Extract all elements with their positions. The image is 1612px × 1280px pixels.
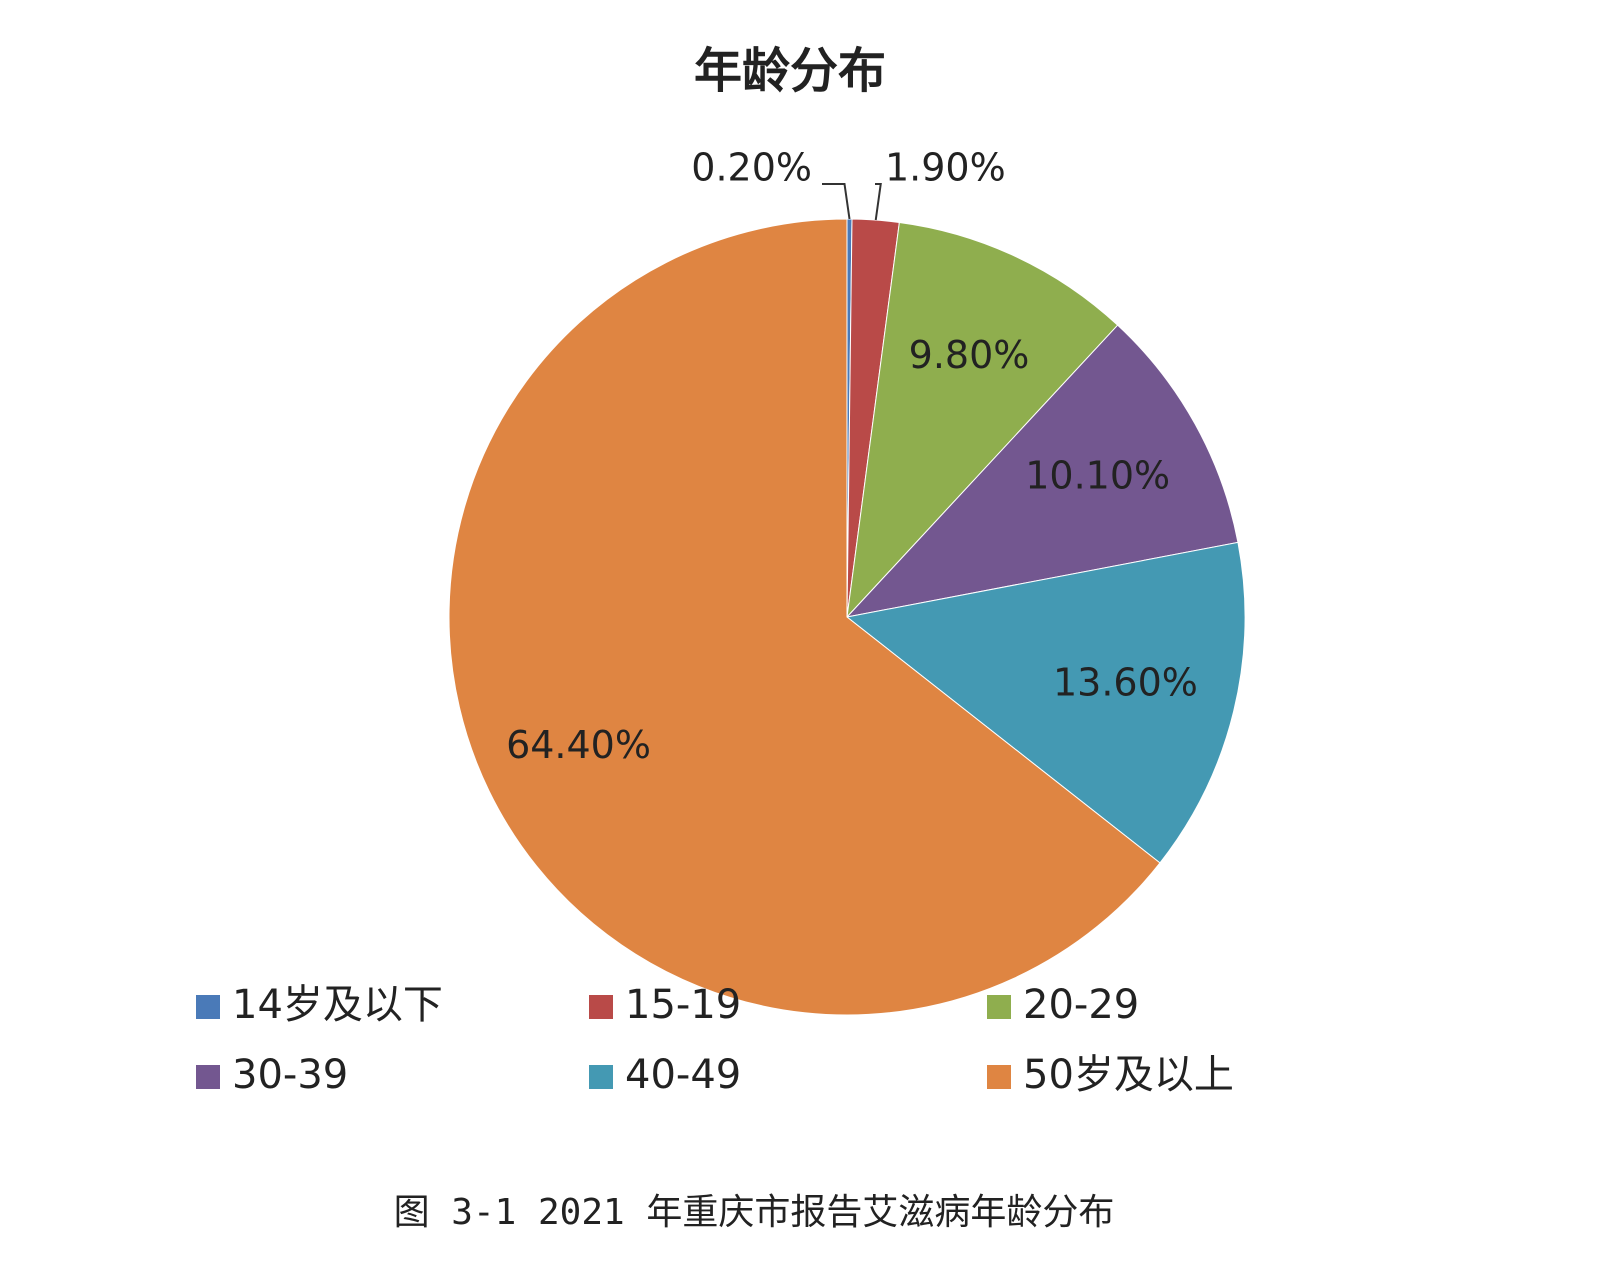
data-label: 64.40% xyxy=(506,723,651,767)
legend-label: 15-19 xyxy=(625,982,741,1028)
data-label: 0.20% xyxy=(691,146,812,190)
data-label: 9.80% xyxy=(909,333,1030,377)
legend-swatch xyxy=(987,995,1011,1019)
legend-label: 40-49 xyxy=(625,1052,741,1098)
leader-line xyxy=(822,183,851,220)
legend-swatch xyxy=(196,995,220,1019)
chart-title: 年龄分布 xyxy=(694,43,886,99)
data-label: 1.90% xyxy=(885,146,1006,190)
pie-slice xyxy=(845,541,1246,864)
caption: 图 3-1 2021 年重庆市报告艾滋病年龄分布 xyxy=(394,1192,1115,1233)
pie-slice xyxy=(846,221,1119,619)
legend-label: 30-39 xyxy=(232,1052,348,1098)
legend-swatch xyxy=(196,1065,220,1089)
legend-label: 14岁及以下 xyxy=(232,982,443,1028)
data-label: 13.60% xyxy=(1053,660,1198,704)
legend-swatch xyxy=(589,1065,613,1089)
pie-slice xyxy=(845,324,1239,618)
legend-swatch xyxy=(589,995,613,1019)
leader-line xyxy=(874,183,882,221)
legend-swatch xyxy=(987,1065,1011,1089)
pie-slice xyxy=(448,218,1161,1016)
legend-label: 50岁及以上 xyxy=(1023,1052,1234,1098)
legend-label: 20-29 xyxy=(1023,982,1139,1028)
data-label: 10.10% xyxy=(1025,454,1170,498)
